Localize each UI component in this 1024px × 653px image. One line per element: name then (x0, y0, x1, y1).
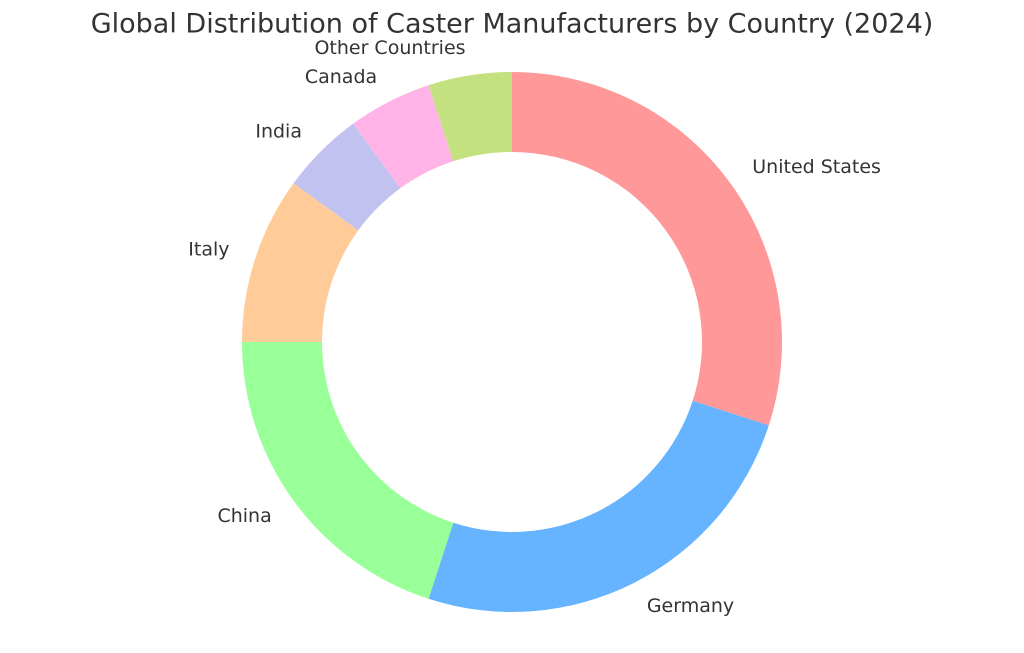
donut-slice (242, 183, 359, 342)
slice-label: Italy (188, 239, 229, 261)
slice-label: Germany (647, 595, 734, 617)
slice-label: United States (752, 156, 881, 178)
donut-slice (428, 72, 512, 162)
chart-title: Global Distribution of Caster Manufactur… (91, 9, 934, 40)
donut-slice (512, 72, 783, 426)
donut-slice (293, 123, 401, 231)
donut-slice (428, 400, 769, 612)
slice-label: Other Countries (314, 37, 465, 59)
donut-slice (353, 85, 454, 189)
slice-label: Canada (305, 66, 377, 88)
slice-label: India (255, 120, 302, 142)
donut-slice (242, 342, 454, 599)
slice-label: China (217, 505, 271, 527)
